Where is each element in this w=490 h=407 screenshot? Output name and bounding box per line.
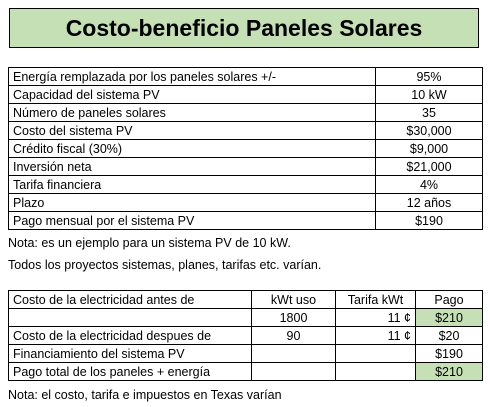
footer-note: Nota: el costo, tarifa e impuestos en Te… [8, 388, 282, 402]
note-variation: Todos los proyectos sistemas, planes, ta… [8, 258, 322, 272]
rate-after: 11 ¢ [335, 326, 416, 345]
summary-value: $9,000 [375, 139, 483, 158]
kwh-header: kWt uso [251, 290, 336, 309]
financing-payment: $190 [415, 344, 483, 363]
summary-label: Capacidad del sistema PV [8, 85, 376, 104]
summary-value: $190 [375, 211, 483, 230]
empty-cell [8, 308, 252, 327]
summary-value: 35 [375, 103, 483, 122]
summary-label: Costo del sistema PV [8, 121, 376, 140]
total-label: Pago total de los paneles + energía [8, 362, 252, 381]
table-row: Inversión neta $21,000 [8, 157, 483, 176]
financing-label: Financiamiento del sistema PV [8, 344, 252, 363]
summary-label: Energía remplazada por los paneles solar… [8, 67, 376, 86]
summary-label: Inversión neta [8, 157, 376, 176]
table-row: Número de paneles solares 35 [8, 103, 483, 122]
total-payment: $210 [415, 362, 483, 381]
empty-cell [251, 362, 336, 381]
page-title: Costo-beneficio Paneles Solares [9, 8, 479, 48]
summary-label: Plazo [8, 193, 376, 212]
kwh-after: 90 [251, 326, 336, 345]
payment-after: $20 [415, 326, 483, 345]
table-row: 1800 11 ¢ $210 [8, 308, 483, 327]
kwh-before: 1800 [251, 308, 336, 327]
note-example: Nota: es un ejemplo para un sistema PV d… [8, 236, 291, 250]
summary-value: 95% [375, 67, 483, 86]
table-row: Costo de la electricidad despues de 90 1… [8, 326, 483, 345]
summary-label: Tarifa financiera [8, 175, 376, 194]
summary-value: 12 años [375, 193, 483, 212]
summary-table: Energía remplazada por los paneles solar… [8, 67, 483, 230]
table-row: Capacidad del sistema PV 10 kW [8, 85, 483, 104]
table-row: Financiamiento del sistema PV $190 [8, 344, 483, 363]
table-row: Energía remplazada por los paneles solar… [8, 67, 483, 86]
payment-before: $210 [415, 308, 483, 327]
table-row: Plazo 12 años [8, 193, 483, 212]
summary-value: 4% [375, 175, 483, 194]
table-row: Pago mensual por el sistema PV $190 [8, 211, 483, 230]
summary-value: 10 kW [375, 85, 483, 104]
electricity-before-label: Costo de la electricidad antes de [8, 290, 252, 309]
table-row: Pago total de los paneles + energía $210 [8, 362, 483, 381]
empty-cell [335, 362, 416, 381]
table-row: Costo del sistema PV $30,000 [8, 121, 483, 140]
empty-cell [251, 344, 336, 363]
summary-value: $21,000 [375, 157, 483, 176]
rate-header: Tarifa kWt [335, 290, 416, 309]
summary-label: Pago mensual por el sistema PV [8, 211, 376, 230]
electricity-table: Costo de la electricidad antes de kWt us… [8, 290, 483, 381]
electricity-after-label: Costo de la electricidad despues de [8, 326, 252, 345]
rate-before: 11 ¢ [335, 308, 416, 327]
table-row: Crédito fiscal (30%) $9,000 [8, 139, 483, 158]
empty-cell [335, 344, 416, 363]
table-row: Costo de la electricidad antes de kWt us… [8, 290, 483, 309]
table-row: Tarifa financiera 4% [8, 175, 483, 194]
summary-label: Número de paneles solares [8, 103, 376, 122]
summary-value: $30,000 [375, 121, 483, 140]
payment-header: Pago [415, 290, 483, 309]
summary-label: Crédito fiscal (30%) [8, 139, 376, 158]
